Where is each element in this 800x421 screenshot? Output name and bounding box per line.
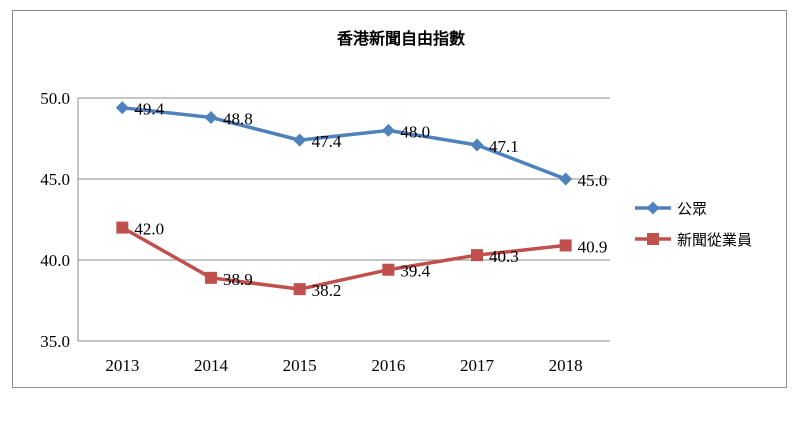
chart-frame: 香港新聞自由指數 35.0 40.0 45.0 50.0 2013 2014 2015 201… — [12, 10, 787, 388]
diamond-marker — [381, 123, 395, 137]
square-marker — [382, 263, 395, 276]
chart-title: 香港新聞自由指數 — [336, 29, 465, 48]
diamond-marker — [470, 138, 484, 152]
series-line-2 — [121, 226, 566, 291]
square-marker — [116, 221, 129, 234]
data-label: 47.1 — [489, 137, 519, 156]
legend-diamond-marker — [646, 201, 660, 215]
data-label: 49.4 — [134, 100, 164, 119]
data-label: 48.8 — [223, 109, 253, 128]
data-label: 45.0 — [578, 171, 608, 190]
legend-square-marker — [647, 233, 659, 245]
data-label: 40.9 — [578, 237, 608, 256]
x-tick-label: 2015 — [283, 356, 317, 375]
data-label: 47.4 — [312, 132, 342, 151]
legend-label: 公眾 — [677, 200, 707, 218]
x-tick-label: 2014 — [194, 356, 229, 375]
data-labels: 49.4 48.8 47.4 48.0 47.1 45.0 42.0 38.9 38.2 39.4… — [134, 100, 607, 300]
square-marker — [559, 239, 572, 252]
x-tick-label: 2016 — [371, 356, 405, 375]
y-tick-label: 40.0 — [40, 251, 70, 270]
y-tick-label: 45.0 — [40, 170, 70, 189]
diamond-marker — [204, 110, 218, 124]
diamond-marker — [293, 133, 307, 147]
data-label: 39.4 — [400, 262, 430, 281]
x-tick-label: 2017 — [460, 356, 495, 375]
y-tick-label: 50.0 — [40, 89, 70, 108]
square-marker — [205, 271, 217, 284]
diamond-marker — [559, 172, 573, 186]
data-label: 38.9 — [223, 270, 253, 289]
data-label: 40.3 — [489, 247, 519, 266]
diamond-marker — [115, 101, 129, 115]
square-marker — [471, 249, 483, 262]
series-group — [115, 101, 573, 296]
axes: 35.0 40.0 45.0 50.0 2013 2014 2015 2016 2017 2018 — [40, 89, 610, 375]
y-tick-label: 35.0 — [40, 332, 70, 351]
x-tick-label: 2018 — [549, 356, 583, 375]
data-label: 38.2 — [312, 281, 342, 300]
series-line-1 — [122, 105, 567, 181]
square-marker — [293, 283, 306, 296]
gridlines — [78, 97, 610, 261]
data-label: 48.0 — [400, 122, 430, 141]
line-chart: 香港新聞自由指數 35.0 40.0 45.0 50.0 2013 2014 2015 201… — [40, 29, 752, 375]
legend-label: 新聞從業員 — [677, 231, 752, 249]
data-label: 42.0 — [134, 220, 164, 239]
x-tick-label: 2013 — [105, 356, 139, 375]
